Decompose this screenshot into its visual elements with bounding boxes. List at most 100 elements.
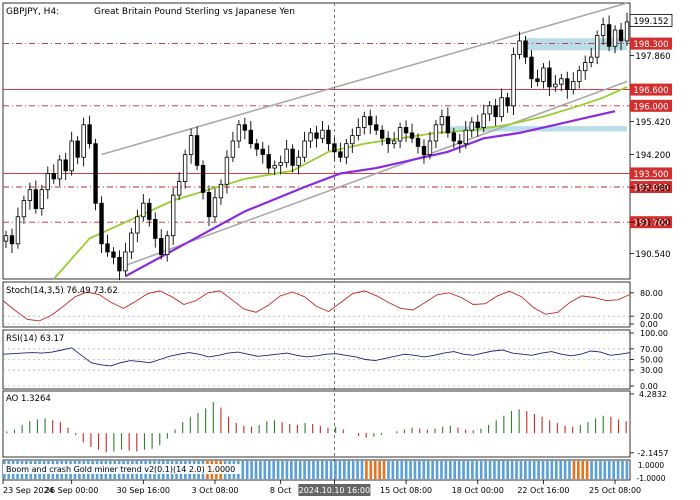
candle-body [63, 159, 68, 172]
candle [511, 47, 516, 116]
trend-bar [267, 461, 271, 479]
candle-body [129, 232, 134, 253]
trend-bar [347, 461, 351, 479]
candle [182, 149, 188, 189]
candle [123, 242, 128, 276]
candle [487, 100, 492, 121]
trend-bar [444, 461, 448, 479]
axis-tick-label: 4.2832 [639, 390, 667, 399]
trend-bar [342, 461, 346, 479]
candle [588, 47, 594, 68]
candle-body [188, 135, 194, 155]
symbol-label: GBPJPY, H4: [6, 7, 59, 17]
candle [111, 247, 116, 265]
time-tick-label: 18 Oct 00:00 [452, 486, 504, 495]
panel-frame [2, 2, 631, 280]
current-price-text: 199.152 [633, 17, 668, 27]
candle [523, 36, 528, 65]
candle [403, 120, 409, 143]
trend-bar [577, 461, 580, 479]
stoch-line [2, 290, 631, 322]
trend-bar [532, 461, 536, 479]
level-tag [630, 37, 672, 50]
level-tag [630, 216, 672, 229]
candle-body [385, 137, 391, 145]
candle-body [159, 238, 164, 256]
trend-bar [519, 461, 523, 479]
time-tick-label: 23 Sep 2024 [3, 486, 54, 495]
trend-bar [320, 461, 324, 479]
candle-body [362, 116, 367, 128]
candle-body [624, 21, 630, 42]
candle-body [433, 124, 439, 142]
candle [272, 160, 277, 176]
candle-body [248, 129, 254, 145]
candle [57, 155, 62, 186]
candle [93, 138, 98, 211]
candle-body [75, 140, 80, 158]
candle-body [260, 148, 265, 155]
candle-body [33, 189, 39, 210]
candle [63, 152, 68, 180]
price-tick-label: 190.540 [635, 250, 670, 260]
candle-body [469, 121, 474, 131]
candle-body [99, 202, 104, 245]
trend-bar [506, 461, 510, 479]
candle-body [487, 105, 492, 115]
candle [39, 184, 45, 216]
candle [33, 180, 39, 214]
trend-bar [607, 461, 611, 479]
candle [9, 228, 15, 254]
price-tick-label: 192.980 [635, 184, 670, 194]
candle [290, 144, 295, 173]
candle-body [493, 105, 498, 118]
candle-body [559, 78, 564, 85]
candle-body [391, 140, 397, 145]
panel-frame [2, 281, 631, 328]
time-tick-label: 25 Oct 08:00 [589, 486, 641, 495]
candle [409, 123, 415, 144]
label-backdrop [3, 464, 241, 474]
candle-body [427, 140, 433, 155]
candle [618, 23, 624, 51]
candle [517, 31, 522, 60]
candle [493, 98, 498, 126]
candle [3, 230, 9, 249]
candle-body [141, 202, 146, 218]
candle [475, 115, 480, 137]
trend-bar [612, 461, 615, 479]
candle-body [547, 67, 552, 88]
trend-bar [254, 461, 258, 479]
candle-body [344, 143, 349, 158]
candle-body [415, 137, 421, 147]
trend-bar [378, 461, 381, 479]
candle-body [350, 135, 355, 145]
candle [230, 131, 236, 163]
trend-bar [259, 461, 262, 479]
candle [206, 185, 212, 226]
trend-bar [559, 461, 563, 479]
price-tick-label: 197.860 [635, 52, 670, 62]
candle [200, 160, 206, 200]
channel-line [125, 80, 628, 267]
candle-body [296, 156, 301, 166]
candle [320, 120, 325, 144]
candle [105, 234, 110, 257]
candle-body [600, 24, 606, 36]
trend-bar [413, 461, 417, 479]
symbol-description: Great Britain Pound Sterling vs Japanese… [94, 7, 295, 17]
axis-tick-label: 0.00 [640, 320, 658, 329]
trend-bar [510, 461, 514, 479]
level-tag-text: 193.500 [633, 170, 668, 180]
candle-body [481, 113, 486, 128]
candle-body [439, 116, 445, 126]
candle [374, 115, 379, 136]
axis-tick-label: 50.00 [640, 356, 663, 365]
candle [457, 133, 463, 153]
candle [541, 63, 546, 89]
trend-bar [479, 461, 483, 479]
candle-body [165, 235, 170, 256]
candle-body [397, 127, 403, 142]
candle [188, 128, 194, 164]
